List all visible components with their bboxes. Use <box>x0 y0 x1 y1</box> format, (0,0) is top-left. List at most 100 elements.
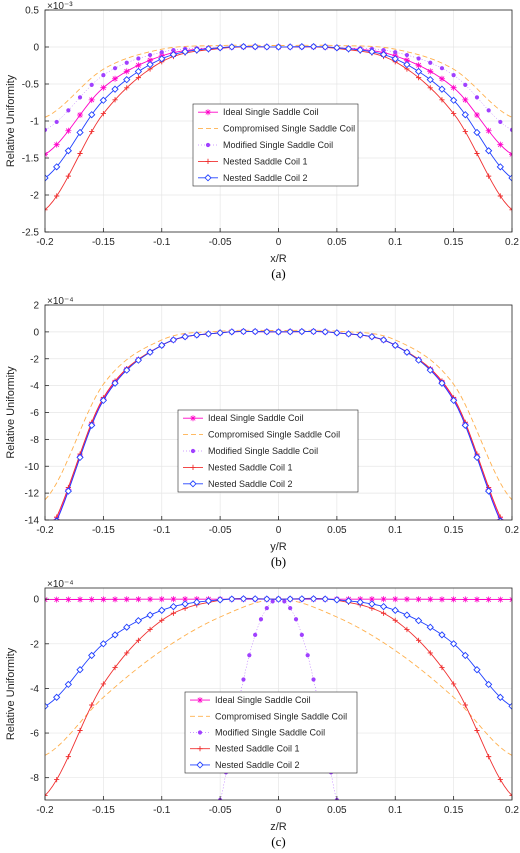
chart-3-series-4-point <box>474 727 480 734</box>
chart-1-series-3-point <box>428 60 433 65</box>
chart-3-series-5-point <box>379 602 388 611</box>
chart-3-y-axis-label: Relative Uniformity <box>5 647 17 740</box>
chart-1-series-5-point <box>204 45 213 53</box>
chart-1-series-5-point <box>286 43 294 51</box>
chart-2-series-5-point <box>426 366 434 374</box>
chart-1-series-5-point <box>426 76 434 84</box>
chart-3-series-5-point <box>263 595 271 603</box>
chart-2-series-5-point <box>485 487 493 495</box>
chart-1-series-5-point <box>333 44 341 52</box>
chart-2-series-5-point <box>344 330 353 338</box>
chart-3-series-5-point <box>88 651 96 660</box>
chart-3-series-3-point <box>264 605 269 611</box>
chart-2-x-axis-label: y/R <box>270 541 287 553</box>
chart-3-series-1-point <box>88 596 95 603</box>
chart-1-series-5-point <box>461 111 469 119</box>
chart-3-series-3-point <box>293 617 299 622</box>
chart-3-series-1-point <box>392 596 399 603</box>
chart-1-series-1-point <box>415 62 422 69</box>
chart-3-x-tick-label: 0.2 <box>505 805 519 816</box>
chart-1-series-5-point <box>111 85 119 93</box>
chart-3-series-1-point <box>170 596 177 603</box>
chart-1-series-3-point <box>474 95 480 100</box>
chart-1-series-1-point <box>473 112 480 119</box>
chart-2-x-tick-label: -0.15 <box>92 525 115 536</box>
chart-2-series-5-point <box>99 396 108 405</box>
chart-2-series-1-point <box>509 537 515 543</box>
chart-3-caption: (c) <box>271 834 285 849</box>
chart-1-y-tick-label: -2.5 <box>22 228 40 239</box>
chart-2-series-5-point <box>379 336 388 344</box>
chart-3-series-1-point <box>368 596 375 603</box>
chart-3-legend-label-1: Ideal Single Saddle Coil <box>215 695 311 705</box>
chart-1-x-tick-label: -0.15 <box>92 237 115 248</box>
chart-1-series-5-point <box>449 96 458 104</box>
chart-1-series-4-point <box>89 128 95 135</box>
chart-3-series-5-point <box>204 597 213 605</box>
chart-2-series-5-point <box>181 333 189 341</box>
chart-2-series-5-point <box>216 329 224 337</box>
chart-3-series-1-point <box>450 596 457 603</box>
chart-3-series-5-point <box>496 693 504 701</box>
chart-1-legend-marker-3 <box>205 142 211 148</box>
chart-1-series-1-point <box>112 75 119 82</box>
chart-3-series-1-point <box>53 596 60 603</box>
chart-2-series-5-point <box>333 329 341 337</box>
chart-3-legend-marker-1 <box>197 697 203 704</box>
chart-1-series-5-point <box>309 42 318 51</box>
chart-1-series-3-point <box>381 47 386 53</box>
chart-1-series-1-point <box>438 75 445 82</box>
chart-2-exponent-label: ×10⁻⁴ <box>47 296 74 307</box>
chart-3-series-5-point <box>368 600 376 608</box>
chart-2-series-5-point <box>228 328 236 336</box>
chart-3-series-5-point <box>228 595 236 603</box>
chart-1-series-5-point <box>146 60 154 69</box>
chart-3-series-4-point <box>100 681 106 687</box>
chart-3-series-5-point <box>508 702 512 710</box>
chart-1-x-tick-label: 0.15 <box>444 237 464 248</box>
chart-1-series-5-point <box>53 163 61 171</box>
chart-3-series-5-point <box>53 693 61 701</box>
chart-1-x-tick-label: 0.2 <box>505 237 519 248</box>
chart-3-x-axis-label: z/R <box>270 821 287 833</box>
chart-3-series-1-point <box>473 596 480 603</box>
chart-3-series-5-point <box>473 666 481 674</box>
chart-2-series-5-point <box>403 348 411 356</box>
chart-3-series-5-point <box>99 640 108 648</box>
chart-3-series-4-point <box>135 637 141 643</box>
chart-3-series-5-point <box>274 595 283 603</box>
chart-1-legend: Ideal Single Saddle Coil Compromised Sing… <box>192 103 359 187</box>
chart-1-legend-label-5: Nested Saddle Coil 2 <box>223 173 308 183</box>
chart-2-series-5-point <box>309 327 318 336</box>
chart-1-series-4-point <box>474 150 480 157</box>
chart-2-series-5-point <box>146 348 154 356</box>
chart-1-series-4-point <box>497 193 503 199</box>
chart-2-series-5-point <box>134 356 143 364</box>
chart-1-legend-label-1: Ideal Single Saddle Coil <box>223 107 319 117</box>
chart-3-legend-label-4: Nested Saddle Coil 1 <box>215 744 300 754</box>
chart-3-series-4-point <box>170 610 177 616</box>
chart-1-series-5-point <box>403 60 411 69</box>
chart-1-series-3-line <box>45 46 512 131</box>
chart-3-series-5-point <box>333 596 341 604</box>
chart-1-series-1-point <box>497 141 504 148</box>
chart-1-series-5-point <box>251 43 259 51</box>
chart-2-series-5-point <box>169 336 178 344</box>
chart-1-x-tick-label: -0.1 <box>153 237 171 248</box>
chart-3-series-5-point <box>239 595 248 603</box>
chart-1-series-1-point <box>427 68 434 75</box>
chart-1-series-1-point <box>403 57 410 64</box>
chart-3-series-5-point <box>449 640 458 648</box>
chart-3-series-5-point <box>181 600 189 608</box>
chart-1-series-5-point <box>321 43 329 51</box>
chart-1-series-5-point <box>45 174 49 182</box>
chart-2-series-5-point <box>111 379 119 387</box>
chart-2-y-tick-label: 0 <box>33 327 39 338</box>
chart-1-series-1-point <box>450 84 457 91</box>
chart-2-legend-marker-1 <box>190 415 196 422</box>
chart-3-legend-label-3: Modified Single Saddle Coil <box>215 728 325 738</box>
chart-1-series-5-point <box>76 128 84 137</box>
chart-3-x-tick-label: 0.05 <box>327 805 347 816</box>
chart-3-series-5-point <box>251 595 259 603</box>
